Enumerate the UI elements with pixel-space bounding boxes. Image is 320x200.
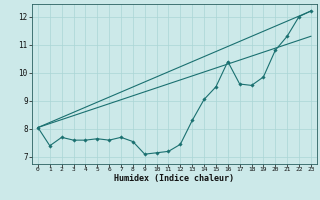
X-axis label: Humidex (Indice chaleur): Humidex (Indice chaleur) [115,174,234,183]
